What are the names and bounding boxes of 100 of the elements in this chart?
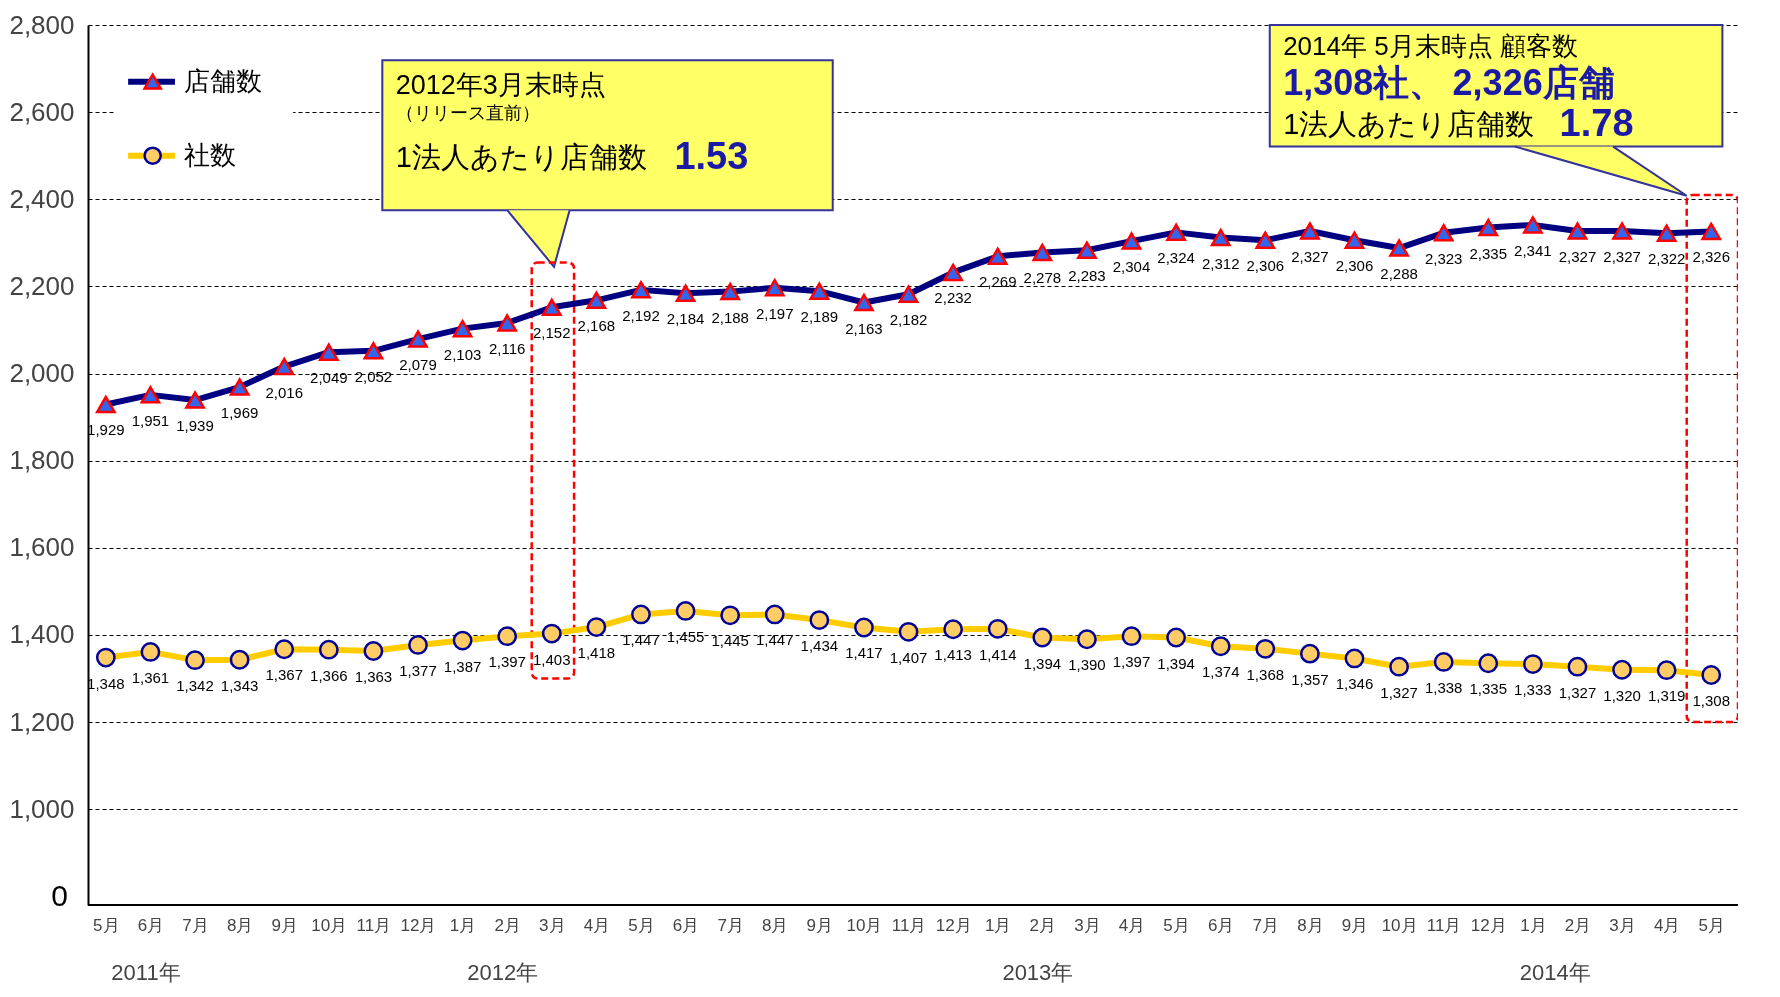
- data-label: 2,327: [1291, 248, 1329, 266]
- data-label: 1,939: [176, 417, 214, 435]
- data-label: 1,361: [131, 668, 170, 686]
- text: 2012年: [467, 960, 539, 985]
- annotation: （リリース直前）: [395, 103, 540, 124]
- annotation: 1法人あたり店舗数: [1283, 108, 1535, 141]
- data-label: 1,447: [755, 631, 794, 649]
- x-tick-label: 6月: [137, 915, 165, 935]
- x-tick-label: 4月: [583, 915, 611, 935]
- data-label: 1,951: [131, 411, 170, 429]
- y-tick-label: 2,800: [9, 9, 75, 40]
- x-tick-label: 3月: [1609, 915, 1636, 935]
- x-tick-label: 11月: [891, 915, 927, 935]
- data-label: 2,283: [1068, 267, 1106, 285]
- data-label: 2,152: [533, 324, 571, 342]
- x-tick-label: 8月: [1297, 915, 1324, 935]
- text: 0: [51, 879, 68, 912]
- data-label: 2,322: [1647, 250, 1686, 268]
- text: 2014年: [1519, 960, 1591, 985]
- data-label: 2,103: [443, 345, 482, 363]
- annotation: 2014年 5月末時点 顧客数: [1283, 30, 1578, 61]
- data-label: 1,308: [1692, 691, 1731, 709]
- data-label: 2,335: [1469, 244, 1508, 262]
- annotation: 1.78: [1559, 102, 1634, 145]
- x-tick-label: 5月: [93, 915, 120, 935]
- data-label: 1,348: [87, 674, 125, 692]
- x-tick-label: 12月: [935, 915, 972, 935]
- x-tick-label: 1月: [449, 915, 477, 935]
- data-label: 2,278: [1023, 269, 1062, 287]
- y-tick-label: 1,600: [9, 532, 75, 563]
- data-label: 2,049: [310, 369, 348, 387]
- data-label: 1,387: [443, 657, 482, 675]
- data-label: 1,434: [800, 637, 839, 655]
- x-tick-label: 7月: [717, 915, 744, 935]
- data-label: 2,168: [577, 317, 616, 335]
- data-label: 1,394: [1023, 654, 1062, 672]
- x-tick-label: 6月: [1207, 915, 1235, 935]
- data-label: 2,323: [1424, 249, 1463, 267]
- data-label: 2,182: [889, 311, 928, 329]
- x-tick-label: 1月: [985, 915, 1012, 935]
- data-label: 1,357: [1291, 670, 1329, 688]
- data-label: 1,327: [1558, 683, 1597, 701]
- data-label: 1,407: [889, 648, 928, 666]
- x-tick-label: 3月: [1074, 915, 1101, 935]
- data-label: 1,333: [1514, 681, 1552, 699]
- x-tick-label: 1月: [1520, 915, 1547, 935]
- x-tick-label: 12月: [400, 915, 437, 935]
- data-label: 2,189: [800, 308, 839, 326]
- data-label: 2,327: [1558, 248, 1597, 266]
- y-tick-label: 2,400: [9, 183, 75, 214]
- text: 2013年: [1002, 960, 1074, 985]
- data-label: 1,397: [488, 653, 526, 671]
- data-label: 1,394: [1157, 654, 1195, 672]
- data-label: 2,079: [399, 356, 437, 374]
- data-label: 2,312: [1201, 254, 1240, 272]
- data-label: 1,929: [87, 421, 125, 439]
- legend-label: 店舗数: [183, 65, 262, 96]
- data-label: 2,327: [1603, 248, 1641, 266]
- data-label: 1,445: [711, 632, 749, 650]
- data-label: 1,343: [220, 676, 259, 694]
- data-label: 2,192: [622, 306, 660, 324]
- text: 2011年: [111, 960, 181, 985]
- x-tick-label: 11月: [356, 915, 392, 935]
- data-label: 1,335: [1469, 680, 1508, 698]
- data-label: 2,188: [711, 308, 749, 326]
- data-label: 1,374: [1201, 663, 1240, 681]
- data-label: 1,447: [622, 631, 660, 649]
- data-label: 2,052: [354, 367, 393, 385]
- x-tick-label: 2月: [1029, 915, 1057, 935]
- data-label: 1,417: [845, 644, 883, 662]
- data-label: 1,969: [220, 404, 259, 422]
- data-label: 2,116: [488, 339, 526, 357]
- x-tick-label: 10月: [1381, 915, 1418, 935]
- y-tick-label: 1,400: [9, 619, 75, 650]
- x-tick-label: 11月: [1426, 915, 1462, 935]
- data-label: 2,016: [265, 383, 303, 401]
- data-label: 1,418: [577, 644, 616, 662]
- x-tick-label: 10月: [311, 915, 348, 935]
- x-tick-label: 12月: [1470, 915, 1507, 935]
- x-tick-label: 9月: [806, 915, 834, 935]
- x-tick-label: 2月: [494, 915, 521, 935]
- data-label: 1,403: [533, 650, 571, 668]
- x-tick-label: 3月: [539, 915, 566, 935]
- data-label: 2,306: [1246, 257, 1285, 275]
- data-label: 2,184: [666, 310, 705, 328]
- data-label: 2,288: [1380, 265, 1418, 283]
- y-tick-label: 2,200: [9, 270, 75, 301]
- x-tick-label: 8月: [762, 915, 789, 935]
- x-tick-label: 5月: [1163, 915, 1190, 935]
- annotation: 1,308社、: [1283, 61, 1446, 103]
- y-tick-label: 1,000: [9, 793, 75, 824]
- data-label: 1,413: [934, 646, 972, 664]
- legend-label: 社数: [183, 139, 236, 170]
- data-label: 1,319: [1647, 687, 1686, 705]
- data-label: 1,346: [1335, 675, 1374, 693]
- data-label: 2,232: [934, 289, 972, 307]
- data-label: 1,367: [265, 666, 303, 684]
- annotation: 2,326店舗: [1452, 61, 1615, 103]
- data-label: 1,366: [310, 666, 348, 684]
- data-label: 2,304: [1112, 258, 1151, 276]
